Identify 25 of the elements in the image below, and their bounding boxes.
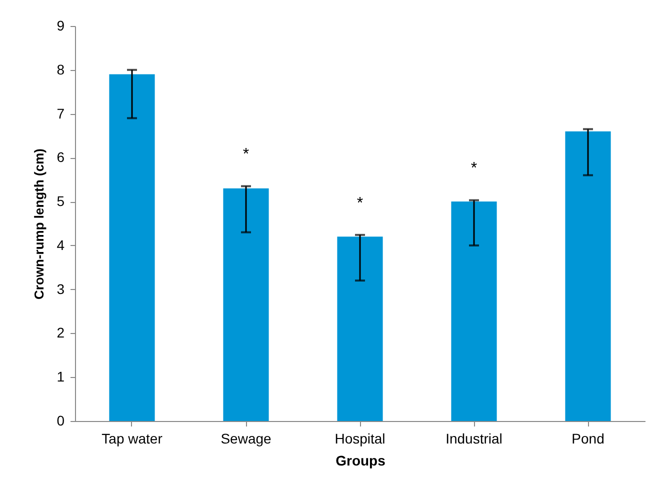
x-tick-label: Tap water bbox=[102, 430, 163, 446]
data-label: * bbox=[470, 160, 478, 178]
x-tick-label: Hospital bbox=[334, 430, 386, 446]
bar bbox=[109, 74, 155, 421]
bar bbox=[565, 131, 611, 421]
y-tick-label: 7 bbox=[56, 105, 65, 122]
y-tick-label: 0 bbox=[56, 412, 65, 428]
x-tick-label: Pond bbox=[572, 430, 604, 446]
data-label: * bbox=[356, 194, 364, 212]
y-tick-label: 9 bbox=[56, 18, 65, 34]
y-tick-label: 3 bbox=[56, 280, 65, 297]
x-axis-title: Groups bbox=[336, 452, 386, 468]
y-axis-title: Crown-rump length (cm) bbox=[32, 148, 47, 300]
y-tick-label: 4 bbox=[56, 236, 65, 253]
x-tick-label: Sewage bbox=[220, 430, 272, 446]
y-tick-label: 8 bbox=[56, 61, 65, 78]
y-tick-label: 2 bbox=[56, 324, 65, 341]
bar bbox=[223, 188, 269, 421]
y-tick-label: 6 bbox=[56, 149, 65, 166]
y-tick-label: 5 bbox=[56, 193, 65, 210]
x-tick-label: Industrial bbox=[446, 430, 502, 446]
bar bbox=[451, 202, 497, 421]
data-label: * bbox=[242, 146, 250, 164]
bar bbox=[337, 236, 383, 421]
y-tick-label: 1 bbox=[56, 368, 65, 385]
